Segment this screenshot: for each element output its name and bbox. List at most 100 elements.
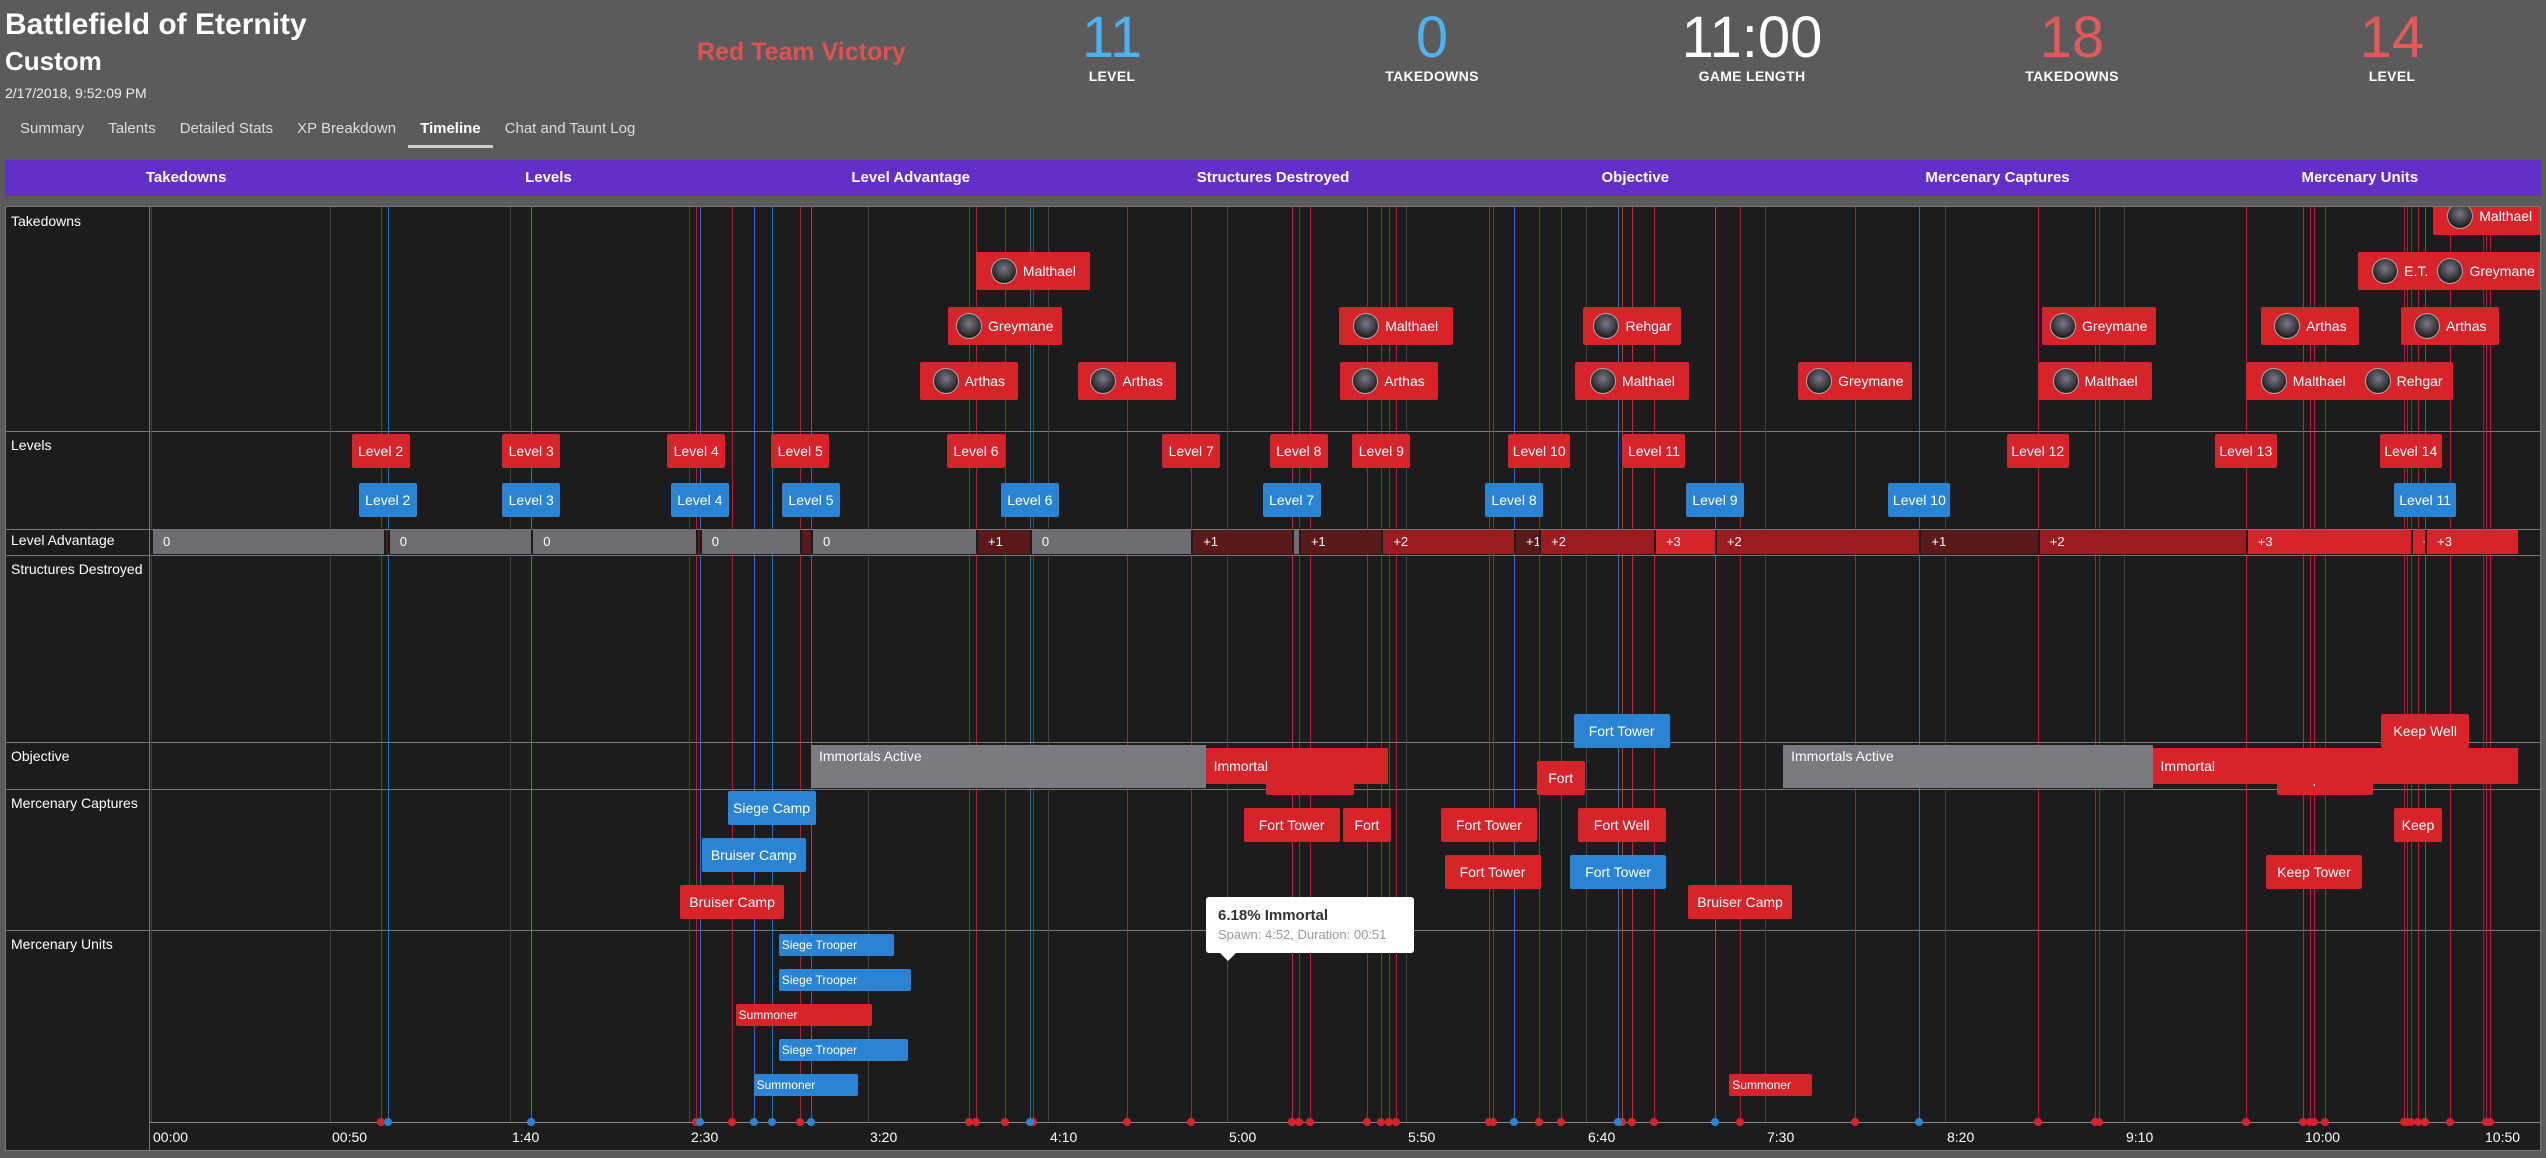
- event-marker-line: [700, 207, 701, 1122]
- hero-portrait-icon: [2364, 368, 2391, 394]
- filter-mercenary-units[interactable]: Mercenary Units: [2301, 169, 2419, 186]
- tab-chat-and-taunt-log[interactable]: Chat and Taunt Log: [504, 120, 636, 137]
- event-marker-dot: [965, 1118, 973, 1126]
- red-level-label: LEVEL: [2368, 68, 2416, 84]
- event-marker-dot: [2482, 1118, 2490, 1126]
- level-marker: Level 11: [1622, 434, 1685, 468]
- takedown-malthael-marker: Malthael: [976, 252, 1091, 290]
- filter-structures-destroyed[interactable]: Structures Destroyed: [1196, 169, 1350, 186]
- event-marker-line: [1715, 207, 1716, 1122]
- level-marker: Level 2: [358, 483, 417, 517]
- structure-marker: Keep Tower: [2265, 855, 2362, 889]
- hero-portrait-icon: [2372, 258, 2399, 284]
- takedown-arthas-marker: Arthas: [2401, 307, 2500, 345]
- tab-bar: Summary Talents Detailed Stats XP Breakd…: [8, 112, 647, 148]
- map-name: Battlefield of Eternity: [5, 8, 307, 41]
- tab-detailed-stats[interactable]: Detailed Stats: [179, 120, 274, 137]
- lane-label-structures-destroyed: Structures Destroyed: [11, 561, 143, 577]
- mercenary-unit-bar: Summoner: [753, 1074, 858, 1096]
- event-marker-dot: [1614, 1118, 1622, 1126]
- structure-marker: Fort Well: [1577, 808, 1666, 842]
- event-marker-dot: [972, 1118, 980, 1126]
- objective-bar: Immortals Active: [811, 745, 1206, 788]
- level-advantage-segment: 0: [151, 530, 385, 554]
- filter-objective[interactable]: Objective: [1601, 169, 1670, 186]
- takedown-hero-name: Greymane: [2082, 318, 2148, 334]
- match-header: Battlefield of Eternity Custom 2/17/2018…: [0, 0, 2546, 150]
- takedown-hero-name: Arthas: [2306, 318, 2347, 334]
- event-marker-line: [2038, 207, 2039, 1122]
- hero-portrait-icon: [1352, 368, 1379, 394]
- event-marker-dot: [2321, 1118, 2329, 1126]
- timeline-chart: Takedowns Levels Level Advantage Structu…: [5, 206, 2541, 1151]
- level-marker: Level 11: [2394, 483, 2457, 517]
- tooltip-arrow: [1220, 953, 1236, 961]
- event-marker-line: [381, 207, 382, 1122]
- event-marker-dot: [2299, 1118, 2307, 1126]
- event-marker-line: [1561, 207, 1562, 1122]
- hero-portrait-icon: [2050, 313, 2077, 339]
- event-marker-line: [1292, 207, 1293, 1122]
- takedown-hero-name: Arthas: [1384, 373, 1425, 389]
- match-result: Red Team Victory: [697, 38, 906, 66]
- event-marker-dot: [768, 1118, 776, 1126]
- event-marker-line: [1489, 207, 1490, 1122]
- event-marker-dot: [2095, 1118, 2103, 1126]
- hero-portrait-icon: [1589, 368, 1616, 394]
- level-marker: Level 3: [502, 434, 561, 468]
- structure-marker: Fort Tower: [1444, 855, 1541, 889]
- structure-marker: Fort: [1342, 808, 1391, 842]
- red-takedowns-label: TAKEDOWNS: [2025, 68, 2119, 84]
- event-marker-line: [1030, 207, 1031, 1122]
- event-marker-dot: [1295, 1118, 1303, 1126]
- gridline: [2124, 207, 2125, 1122]
- gridline: [510, 207, 511, 1122]
- takedown-hero-name: Arthas: [2446, 318, 2487, 334]
- objective-tooltip: 6.18% Immortal Spawn: 4:52, Duration: 00…: [1206, 897, 1414, 961]
- event-marker-line: [1622, 207, 1623, 1122]
- event-marker-line: [772, 207, 773, 1122]
- hero-portrait-icon: [2260, 368, 2287, 394]
- filter-level-advantage[interactable]: Level Advantage: [851, 169, 971, 186]
- event-marker-dot: [1736, 1118, 1744, 1126]
- gridline: [1406, 207, 1407, 1122]
- axis-tick-label: 5:00: [1229, 1129, 1257, 1145]
- level-marker: Level 14: [2379, 434, 2442, 468]
- filter-levels[interactable]: Levels: [525, 169, 572, 186]
- event-marker-line: [2425, 207, 2426, 1122]
- gridline: [151, 207, 152, 1122]
- mercenary-capture-marker: Siege Camp: [727, 791, 816, 825]
- event-marker-line: [1855, 207, 1856, 1122]
- level-marker: Level 7: [1162, 434, 1221, 468]
- tab-summary[interactable]: Summary: [20, 120, 85, 137]
- takedown-hero-name: Malthael: [1022, 263, 1076, 279]
- takedown-malthael-marker: Malthael: [2246, 362, 2361, 400]
- event-marker-line: [2490, 207, 2491, 1122]
- event-marker-dot: [1001, 1118, 1009, 1126]
- event-marker-line: [1618, 207, 1619, 1122]
- axis-tick-label: 7:30: [1767, 1129, 1795, 1145]
- hero-portrait-icon: [1090, 368, 1117, 394]
- takedown-arthas-marker: Arthas: [919, 362, 1018, 400]
- event-marker-dot: [1026, 1118, 1034, 1126]
- structure-marker: Fort Tower: [1570, 855, 1667, 889]
- level-marker: Level 12: [2006, 434, 2069, 468]
- mercenary-capture-marker: Bruiser Camp: [680, 885, 785, 919]
- event-marker-dot: [1618, 1118, 1626, 1126]
- takedown-rehgar-marker: Rehgar: [2354, 362, 2453, 400]
- tab-timeline[interactable]: Timeline: [408, 112, 493, 148]
- filter-mercenary-captures[interactable]: Mercenary Captures: [1925, 169, 2070, 186]
- level-marker: Level 5: [782, 483, 840, 517]
- mercenary-unit-bar: Siege Trooper: [778, 934, 894, 956]
- event-marker-line: [531, 207, 532, 1122]
- event-marker-line: [2099, 207, 2100, 1122]
- tab-talents[interactable]: Talents: [108, 120, 156, 137]
- filter-takedowns[interactable]: Takedowns: [145, 169, 227, 186]
- hero-portrait-icon: [2447, 207, 2474, 229]
- level-advantage-segment: +1: [1514, 530, 1541, 554]
- tab-xp-breakdown[interactable]: XP Breakdown: [297, 120, 397, 137]
- takedown-hero-name: Malthael: [1385, 318, 1439, 334]
- event-marker-dot: [1288, 1118, 1296, 1126]
- event-marker-line: [1493, 207, 1494, 1122]
- takedown-rehgar-marker: Rehgar: [1583, 307, 1682, 345]
